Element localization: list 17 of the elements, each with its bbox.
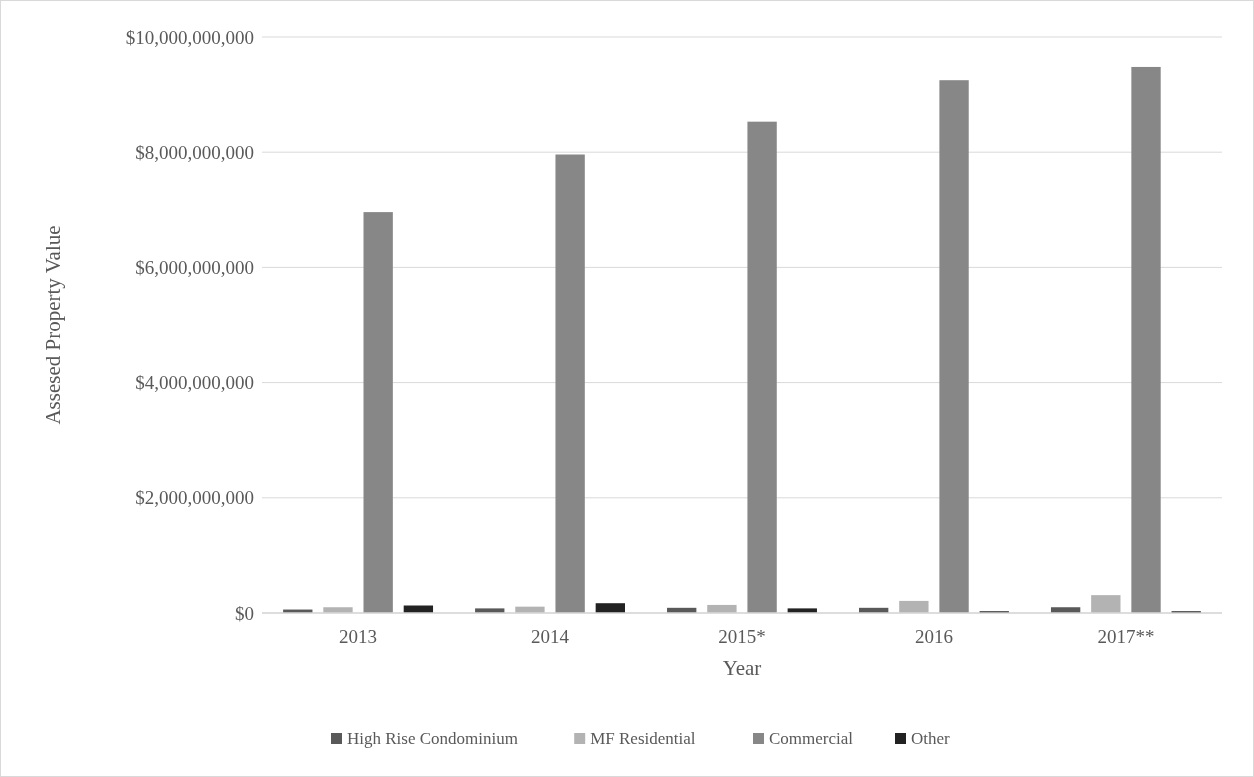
legend-label: Commercial (769, 729, 854, 748)
x-tick-label: 2015* (718, 626, 766, 647)
y-axis-title: Assesed Property Value (41, 225, 65, 425)
y-tick-label: $10,000,000,000 (125, 26, 254, 48)
y-tick-label: $8,000,000,000 (135, 141, 254, 163)
x-tick-label: 2017** (1097, 626, 1155, 647)
y-tick-label: $6,000,000,000 (135, 257, 254, 279)
x-axis-title: Year (722, 656, 762, 680)
x-tick-label: 2014 (531, 626, 570, 647)
y-tick-label: $4,000,000,000 (135, 372, 254, 394)
x-tick-label: 2016 (914, 626, 953, 647)
y-tick-label: $2,000,000,000 (135, 487, 254, 509)
x-tick-label: 2013 (339, 626, 378, 647)
legend-label: Other (911, 729, 951, 748)
legend-label: MF Residential (590, 729, 696, 748)
legend-label: High Rise Condominium (347, 729, 518, 748)
y-tick-label: $0 (235, 602, 254, 624)
